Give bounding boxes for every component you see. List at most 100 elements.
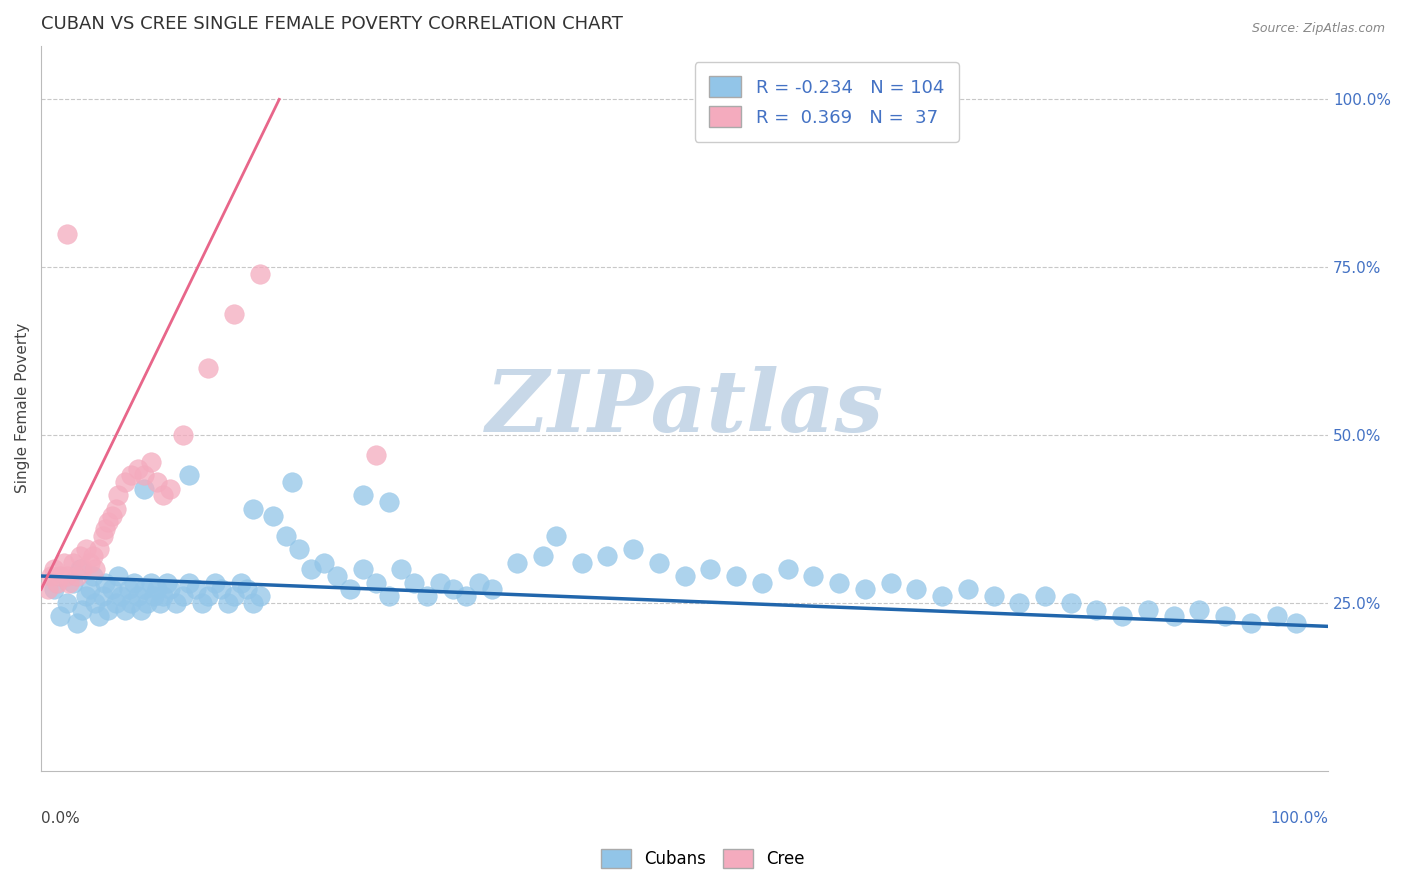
Point (84, 596, 107, 610)
Point (377, 495, 399, 509)
Point (242, 596, 264, 610)
Point (596, 549, 619, 563)
Point (404, 575, 426, 590)
Point (621, 542, 644, 557)
Point (120, 468, 142, 483)
Point (544, 529, 567, 543)
Point (104, 596, 127, 610)
Point (45, 575, 67, 590)
Point (66, 569, 89, 583)
Point (53, 556, 76, 570)
Point (82, 549, 104, 563)
Point (79, 582, 101, 597)
Point (87, 609, 110, 624)
Legend: Cubans, Cree: Cubans, Cree (595, 842, 811, 875)
Point (209, 582, 232, 597)
Point (107, 569, 129, 583)
Point (1008, 596, 1031, 610)
Text: Source: ZipAtlas.com: Source: ZipAtlas.com (1251, 22, 1385, 36)
Point (931, 589, 953, 603)
Point (287, 542, 309, 557)
Point (152, 488, 174, 502)
Point (229, 575, 252, 590)
Point (673, 569, 696, 583)
Point (879, 575, 901, 590)
Point (69, 549, 91, 563)
Point (1111, 609, 1133, 624)
Point (110, 589, 132, 603)
Point (364, 448, 387, 462)
Point (224, 307, 246, 321)
Point (481, 582, 503, 597)
Point (429, 575, 451, 590)
Point (281, 475, 304, 489)
Point (364, 575, 387, 590)
Point (571, 556, 593, 570)
Point (441, 582, 464, 597)
Point (58, 575, 80, 590)
Point (49, 569, 72, 583)
Point (1285, 615, 1308, 630)
Point (249, 267, 271, 281)
Point (146, 475, 169, 489)
Point (242, 501, 264, 516)
Text: ZIPatlas: ZIPatlas (485, 367, 884, 450)
Point (725, 569, 748, 583)
Point (1085, 602, 1108, 616)
Point (122, 575, 145, 590)
Point (152, 589, 174, 603)
Point (104, 501, 127, 516)
Point (84, 562, 107, 576)
Point (101, 508, 124, 523)
Point (1163, 609, 1185, 624)
Y-axis label: Single Female Poverty: Single Female Poverty (15, 323, 30, 493)
Point (132, 582, 155, 597)
Point (56, 227, 79, 241)
Point (87, 542, 110, 557)
Point (117, 582, 139, 597)
Point (179, 575, 201, 590)
Point (41, 569, 63, 583)
Point (75, 542, 97, 557)
Point (101, 582, 124, 597)
Point (42, 582, 65, 597)
Point (204, 575, 226, 590)
Point (339, 582, 361, 597)
Point (506, 556, 529, 570)
Point (69, 562, 91, 576)
Text: 100.0%: 100.0% (1270, 811, 1329, 826)
Point (377, 589, 399, 603)
Point (467, 575, 489, 590)
Point (648, 556, 671, 570)
Point (1213, 609, 1236, 624)
Point (146, 582, 169, 597)
Point (72, 602, 94, 616)
Point (828, 575, 851, 590)
Point (314, 556, 336, 570)
Point (62, 575, 84, 590)
Point (148, 596, 170, 610)
Legend: R = -0.234   N = 104, R =  0.369   N =  37: R = -0.234 N = 104, R = 0.369 N = 37 (695, 62, 959, 142)
Point (1188, 602, 1211, 616)
Point (776, 562, 799, 576)
Point (699, 562, 721, 576)
Point (326, 569, 349, 583)
Point (801, 569, 824, 583)
Point (97, 516, 120, 530)
Point (120, 596, 142, 610)
Point (217, 596, 239, 610)
Point (139, 575, 162, 590)
Point (82, 569, 104, 583)
Point (143, 589, 166, 603)
Point (352, 488, 374, 502)
Point (172, 428, 194, 442)
Point (197, 589, 219, 603)
Point (75, 589, 97, 603)
Point (224, 589, 246, 603)
Point (42, 562, 65, 576)
Point (956, 582, 979, 597)
Point (197, 360, 219, 375)
Point (49, 609, 72, 624)
Point (114, 475, 136, 489)
Text: CUBAN VS CREE SINGLE FEMALE POVERTY CORRELATION CHART: CUBAN VS CREE SINGLE FEMALE POVERTY CORR… (41, 15, 623, 33)
